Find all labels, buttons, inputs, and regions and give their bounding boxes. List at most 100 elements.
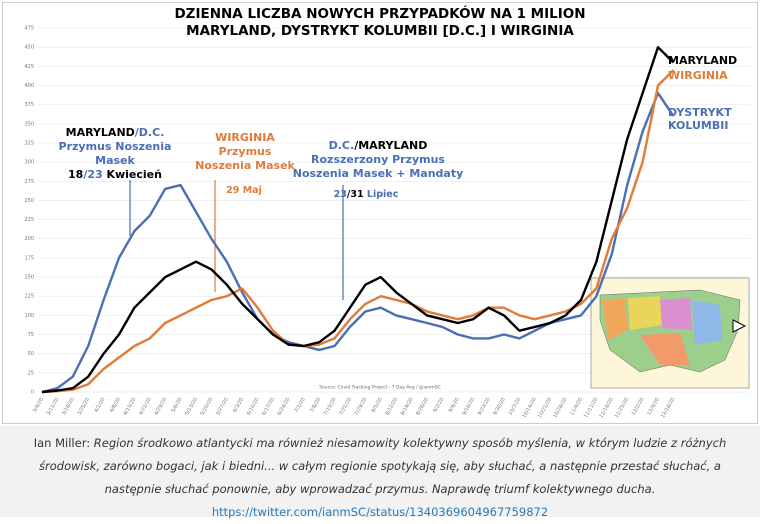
annotation-line-text: Masek: [59, 154, 172, 168]
map-state: [602, 298, 628, 340]
y-tick-label: 200: [24, 236, 34, 242]
annotation-text: Przymus: [218, 145, 272, 158]
annotation-line-text: 23/31 Lipiec: [334, 188, 399, 202]
x-tick-label: 6/10/20: [246, 397, 261, 417]
annotation-text: Kwiecień: [102, 168, 162, 181]
x-tick-label: 12/9/20: [646, 397, 661, 417]
x-tick-label: 12/16/20: [660, 397, 676, 419]
x-tick-label: 4/15/20: [123, 397, 138, 417]
y-tick-label: 325: [24, 140, 34, 146]
y-tick-label: 275: [24, 179, 34, 185]
annotation: MARYLAND/D.C. Przymus Noszenia Masek 18/23 …: [59, 126, 172, 182]
annotation-text: Noszenia Masek + Mandaty: [292, 167, 464, 180]
y-tick-label: 25: [28, 370, 34, 376]
x-tick-label: 3/4/20: [32, 397, 45, 414]
x-tick-label: 5/13/20: [184, 397, 199, 417]
y-tick-label: 150: [24, 275, 34, 281]
x-tick-label: 9/2/20: [432, 397, 445, 414]
x-tick-label: 3/18/20: [61, 397, 76, 417]
x-tick-label: 8/26/20: [415, 397, 430, 417]
x-tick-label: 9/16/20: [461, 397, 476, 417]
x-tick-label: 12/2/20: [631, 397, 646, 417]
annotation-text: 18: [68, 168, 84, 181]
series-line: [41, 91, 675, 394]
annotation-text: Noszenia Masek: [195, 159, 295, 172]
title-line: MARYLAND, DYSTRYKT KOLUMBII [D.C.] I WIR…: [186, 23, 574, 39]
map-state: [660, 298, 692, 330]
annotation-text: Przymus Noszenia: [58, 140, 172, 153]
annotation-text: Masek: [95, 154, 135, 167]
annotation-text: Lipiec: [363, 189, 399, 200]
x-tick-label: 7/1/20: [294, 397, 307, 414]
x-tick-label: 4/29/20: [153, 397, 168, 417]
annotation-line-text: Rozszerzony Przymus: [293, 153, 464, 167]
map-state: [628, 296, 662, 330]
y-tick-label: 250: [24, 198, 34, 204]
x-tick-label: 8/12/20: [384, 397, 399, 417]
source: Source: Covid Tracking Project - 7 Day A…: [319, 385, 441, 391]
annotation-text: /31: [346, 189, 364, 200]
x-tick-label: 6/3/20: [232, 397, 245, 414]
y-tick-label: 300: [24, 160, 34, 166]
map-inset: [590, 277, 750, 389]
x-tick-label: 5/6/20: [170, 397, 183, 414]
annotation-line-text: Noszenia Masek + Mandaty: [293, 167, 464, 181]
x-tick-label: 10/7/20: [508, 397, 523, 417]
y-tick-label: 475: [24, 26, 34, 32]
y-tick-label: 350: [24, 121, 34, 127]
x-tick-label: 10/21/20: [537, 397, 553, 419]
annotation: 23/31 Lipiec: [334, 188, 399, 202]
annotation-text: /MARYLAND: [354, 139, 428, 152]
annotation: WIRGINIA Przymus Noszenia Masek: [195, 131, 295, 173]
x-tick-label: 6/17/20: [261, 397, 276, 417]
annotation: D.C./MARYLAND Rozszerzony Przymus Noszenia…: [293, 139, 464, 181]
series-label: DYSTRYKT KOLUMBII: [668, 106, 732, 132]
x-tick-label: 9/9/20: [448, 397, 461, 414]
x-tick-label: 7/22/20: [338, 397, 353, 417]
map-state: [640, 333, 690, 365]
annotation: 29 Maj: [226, 184, 262, 198]
x-tick-label: 8/5/20: [371, 397, 384, 414]
x-tick-label: 7/29/20: [354, 397, 369, 417]
title-line: DZIENNA LICZBA NOWYCH PRZYPADKÓW NA 1 MI…: [174, 6, 586, 22]
series-label: WIRGINIA: [668, 69, 728, 82]
x-tick-label: 6/24/20: [277, 397, 292, 417]
series-label: MARYLAND: [668, 54, 738, 67]
annotation-text: /D.C.: [134, 126, 165, 139]
x-tick-label: 9/30/20: [492, 397, 507, 417]
caption-link[interactable]: https://twitter.com/ianmSC/status/134036…: [211, 505, 549, 519]
x-tick-label: 4/8/20: [109, 397, 122, 414]
caption-author: Ian Miller:: [33, 436, 91, 450]
annotation-text: /23: [83, 168, 103, 181]
annotation-line-text: Przymus: [195, 145, 295, 159]
x-tick-label: 7/8/20: [309, 397, 322, 414]
y-tick-label: 175: [24, 255, 34, 261]
x-tick-label: 5/20/20: [200, 397, 215, 417]
y-tick-label: 75: [28, 332, 34, 338]
annotation-line-text: 29 Maj: [226, 184, 262, 198]
caption-text: Region środkowo atlantycki ma również ni…: [39, 436, 727, 496]
x-tick-label: 3/11/20: [46, 397, 61, 417]
series-line: [41, 69, 675, 394]
x-tick-label: 11/18/20: [598, 397, 614, 419]
annotation-line-text: 18/23 Kwiecień: [59, 168, 172, 182]
x-tick-label: 11/4/20: [569, 397, 584, 417]
x-tick-label: 9/23/20: [477, 397, 492, 417]
x-tick-label: 8/19/20: [400, 397, 415, 417]
map-state: [692, 300, 722, 345]
chart: 0 25 50 75 100 125 150 175 200 225 250 275 300 325 350…: [24, 26, 750, 419]
y-tick-label: 0: [31, 390, 34, 396]
x-tick-label: 11/11/20: [583, 397, 599, 419]
caption: Ian Miller: Region środkowo atlantycki m…: [0, 426, 760, 519]
annotation-text: D.C.: [328, 139, 355, 152]
map-arrow: [732, 319, 747, 333]
x-tick-label: 7/15/20: [323, 397, 338, 417]
annotation-line-text: MARYLAND/D.C.: [59, 126, 172, 140]
y-tick-label: 225: [24, 217, 34, 223]
annotation-line-text: Przymus Noszenia: [59, 140, 172, 154]
annotation-text: 29 Maj: [226, 185, 262, 196]
annotation-text: Rozszerzony Przymus: [311, 153, 445, 166]
y-tick-label: 425: [24, 64, 34, 70]
annotation-line-text: D.C./MARYLAND: [293, 139, 464, 153]
